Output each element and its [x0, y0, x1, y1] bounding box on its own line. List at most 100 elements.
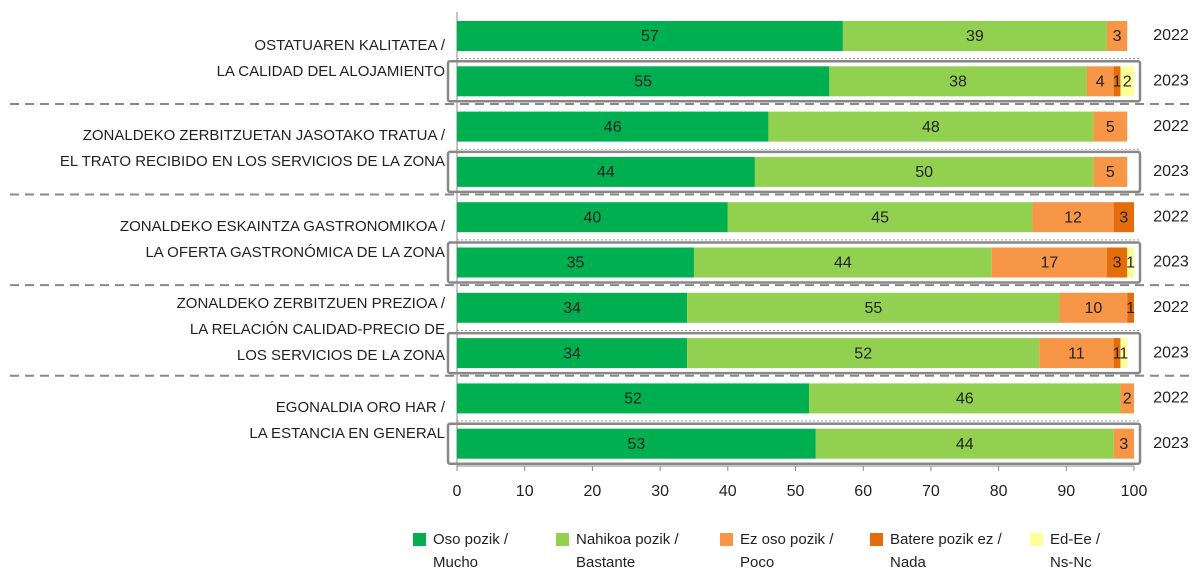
value-label: 44	[597, 164, 615, 181]
group-label: ZONALDEKO ESKAINTZA GASTRONOMIKOA / LA O…	[119, 217, 445, 261]
value-label: 2	[1123, 391, 1132, 408]
bar-segment	[457, 202, 728, 233]
x-tick-label: 50	[787, 483, 805, 500]
legend-swatch	[413, 533, 426, 546]
value-label: 10	[1084, 300, 1102, 317]
bar-segment	[687, 338, 1040, 369]
bar-segment	[815, 428, 1114, 459]
value-label: 34	[563, 300, 581, 317]
bar-segment	[727, 202, 1033, 233]
value-label: 34	[563, 345, 581, 362]
year-label: 2022	[1153, 390, 1189, 407]
year-label: 2023	[1153, 254, 1189, 271]
value-label: 1	[1126, 255, 1135, 272]
value-label: 3	[1113, 28, 1122, 45]
value-label: 38	[949, 74, 967, 91]
bar-segment	[1093, 156, 1128, 187]
bar-segment	[457, 292, 688, 323]
bar-segment	[768, 111, 1094, 142]
bar-segment	[1113, 66, 1121, 97]
bar-segment	[754, 156, 1094, 187]
value-label: 4	[1096, 74, 1105, 91]
bar-segment	[457, 338, 688, 369]
x-tick-label: 90	[1057, 483, 1075, 500]
legend-swatch	[556, 533, 569, 546]
year-label: 2022	[1153, 299, 1189, 316]
bar-segment	[829, 66, 1087, 97]
bar-segment	[991, 247, 1107, 278]
legend-label: Ed-Ee / Ns-Nc	[1050, 531, 1101, 570]
x-tick-label: 0	[453, 483, 462, 500]
bar-segment	[457, 156, 755, 187]
value-label: 57	[641, 28, 659, 45]
year-label: 2023	[1153, 344, 1189, 361]
value-label: 3	[1113, 255, 1122, 272]
value-label: 52	[854, 345, 872, 362]
bar-segment	[687, 292, 1060, 323]
value-label: 50	[915, 164, 933, 181]
value-label: 44	[956, 436, 974, 453]
value-label: 12	[1064, 209, 1082, 226]
value-label: 52	[624, 391, 642, 408]
bar-segment	[1113, 428, 1134, 459]
year-label: 2022	[1153, 208, 1189, 225]
year-label: 2023	[1153, 163, 1189, 180]
value-label: 3	[1119, 209, 1128, 226]
bar-segment	[1059, 292, 1128, 323]
value-label: 35	[567, 255, 585, 272]
x-tick-label: 100	[1121, 483, 1148, 500]
value-label: 48	[922, 119, 940, 136]
legend-label: Batere pozik ez / Nada	[890, 531, 1002, 570]
value-label: 55	[634, 74, 652, 91]
group-label: ZONALDEKO ZERBITZUETAN JASOTAKO TRATUA /…	[59, 127, 445, 171]
value-label: 5	[1106, 119, 1115, 136]
bar-segment	[1106, 247, 1128, 278]
value-label: 1	[1113, 74, 1122, 91]
bar-segment	[1093, 111, 1128, 142]
bar-segment	[1032, 202, 1114, 233]
value-label: 1	[1119, 345, 1128, 362]
year-frame	[446, 422, 1142, 465]
bar-segment	[1120, 66, 1134, 97]
value-label: 46	[956, 391, 974, 408]
value-label: 55	[864, 300, 882, 317]
bar-segment	[457, 66, 830, 97]
year-label: 2023	[1153, 73, 1189, 90]
legend-swatch	[870, 533, 883, 546]
value-label: 40	[584, 209, 602, 226]
bar-segment	[457, 111, 769, 142]
year-frame	[446, 150, 1142, 194]
group-label: OSTATUAREN KALITATEA / LA CALIDAD DEL AL…	[216, 36, 445, 80]
bar-segment	[842, 21, 1107, 51]
bar-segment	[1120, 338, 1128, 369]
value-label: 5	[1106, 164, 1115, 181]
x-tick-label: 10	[516, 483, 534, 500]
bar-segment	[809, 383, 1121, 414]
value-label: 44	[834, 255, 852, 272]
legend-label: Ez oso pozik / Poco	[740, 531, 834, 570]
x-tick-label: 30	[651, 483, 669, 500]
bar-segment	[1127, 247, 1134, 278]
legend-swatch	[720, 533, 733, 546]
value-label: 11	[1068, 345, 1085, 362]
year-frame	[446, 331, 1142, 375]
x-tick-label: 20	[584, 483, 602, 500]
bar-segment	[457, 247, 694, 278]
x-tick-label: 70	[922, 483, 940, 500]
bar-segment	[1113, 202, 1134, 233]
bar-segment	[1127, 292, 1134, 323]
bar-segment	[1120, 383, 1134, 414]
x-tick-label: 40	[719, 483, 737, 500]
x-tick-label: 80	[990, 483, 1008, 500]
value-label: 39	[966, 28, 984, 45]
year-label: 2022	[1153, 27, 1189, 44]
value-label: 1	[1113, 345, 1122, 362]
year-frame	[446, 241, 1142, 284]
value-label: 46	[604, 119, 622, 136]
year-label: 2023	[1153, 435, 1189, 452]
value-label: 1	[1126, 300, 1135, 317]
bar-segment	[1086, 66, 1114, 97]
bar-segment	[1113, 338, 1121, 369]
